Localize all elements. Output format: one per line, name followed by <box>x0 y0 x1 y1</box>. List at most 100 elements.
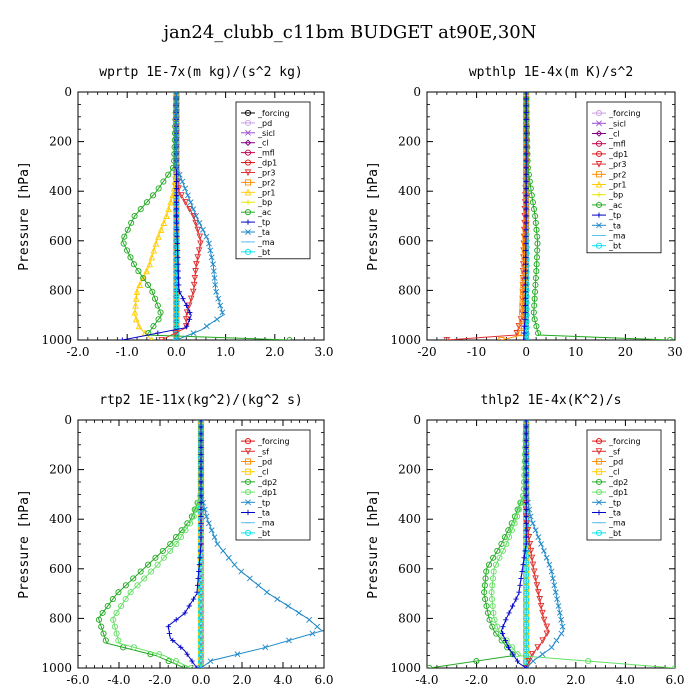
legend-marker <box>244 109 252 117</box>
data-point_ta <box>196 219 203 226</box>
data-point_ta <box>173 102 180 109</box>
data-point_ta <box>198 506 204 513</box>
data-point_pr1 <box>132 301 139 309</box>
x-tick-label: 4.0 <box>273 673 292 687</box>
y-tick-label: 800 <box>49 611 72 625</box>
legend-marker <box>244 529 252 536</box>
data-point_sf <box>539 637 547 645</box>
data-point_tp <box>548 568 555 575</box>
series-line_dp2 <box>97 420 202 668</box>
data-point_bt <box>523 547 530 554</box>
legend-marker <box>244 179 252 186</box>
data-point_tp <box>529 520 536 527</box>
data-point_ta <box>197 555 203 561</box>
data-point_bt <box>523 318 530 325</box>
data-point_ta <box>197 548 204 554</box>
legend-marker <box>244 438 252 445</box>
legend-label: _bt <box>608 529 621 538</box>
data-point_tp <box>198 420 204 423</box>
data-point_ac <box>532 212 539 220</box>
data-point_ta <box>176 171 183 178</box>
legend-label: _ta <box>257 228 270 237</box>
legend-label: _ta <box>608 509 621 518</box>
legend-label: _sf <box>608 447 620 456</box>
data-point_ac <box>531 288 539 295</box>
data-point_bt <box>197 559 205 566</box>
legend-marker <box>245 229 251 235</box>
legend-label: _bp <box>257 198 272 207</box>
legend-label: _mfl <box>608 140 626 149</box>
data-point_ta <box>510 651 516 657</box>
data-point_tp <box>538 541 544 547</box>
data-point_ta <box>173 123 180 130</box>
data-point_bt <box>197 652 205 659</box>
legend-label: _tp <box>608 498 621 507</box>
data-point_tp <box>523 213 529 219</box>
data-point_bt <box>197 553 205 560</box>
panel-title: thlp2 1E-4x(K^2)/s <box>481 393 622 408</box>
data-point_ta <box>523 486 529 492</box>
data-point_ta <box>186 603 192 609</box>
data-point_ac <box>150 323 157 330</box>
data-point_dp2 <box>483 568 490 575</box>
data-point_pr3 <box>182 199 189 206</box>
legend-marker <box>596 499 602 506</box>
data-point_tp <box>285 603 292 609</box>
data-point_dp1 <box>134 582 141 589</box>
data-point_ac <box>534 240 541 247</box>
data-point_ta <box>198 527 204 533</box>
data-point_pr3 <box>186 206 193 213</box>
data-point_tp <box>306 616 313 623</box>
data-point_tp <box>174 234 180 240</box>
data-point_ta <box>190 206 197 213</box>
data-point_ta <box>523 472 529 478</box>
data-point_sf <box>534 644 542 651</box>
legend-label: _pr3 <box>257 168 275 177</box>
data-point_tp <box>175 268 181 274</box>
legend-label: _forcing <box>608 109 641 118</box>
data-point_dp1 <box>118 602 125 610</box>
data-point_pr3 <box>192 219 199 227</box>
data-point_ta <box>194 582 201 588</box>
data-point_ta <box>513 596 519 602</box>
data-point_bt <box>173 268 180 275</box>
data-point_dp2 <box>144 561 152 568</box>
data-point_tp <box>173 185 179 192</box>
legend-marker <box>595 110 603 117</box>
data-point_ta <box>194 589 200 595</box>
data-point_tp <box>523 199 529 205</box>
data-point_tp <box>296 609 302 616</box>
legend-label: _pr2 <box>257 178 275 187</box>
data-point_sf <box>530 568 538 576</box>
data-point_tp <box>201 506 208 513</box>
data-point_pr3 <box>195 247 203 255</box>
data-point_ta <box>516 589 522 595</box>
data-point_dp1 <box>491 616 498 623</box>
x-tick-label: 1.0 <box>216 345 235 359</box>
data-point_ta <box>173 95 180 102</box>
data-point_ta <box>198 465 204 471</box>
legend-marker <box>244 458 252 465</box>
data-point_tp <box>173 206 179 212</box>
data-point_ac <box>160 178 167 185</box>
legend-marker <box>595 529 603 536</box>
x-tick-label: 20 <box>618 345 633 359</box>
data-point_tp <box>286 637 292 644</box>
data-point_dp2 <box>99 609 106 616</box>
data-point_tp <box>180 296 186 302</box>
y-tick-label: 400 <box>398 184 421 198</box>
data-point_bt <box>173 299 180 306</box>
data-point_ta <box>173 157 180 164</box>
data-point_ta <box>523 438 529 444</box>
y-tick-label: 800 <box>398 611 421 625</box>
data-point_ta <box>189 658 195 664</box>
data-point_ta <box>214 316 220 323</box>
data-point_tp <box>523 247 529 254</box>
x-tick-label: 30 <box>667 345 682 359</box>
data-point_bt <box>173 243 180 251</box>
data-point_pr3 <box>171 330 179 337</box>
data-point_sf <box>525 658 533 665</box>
data-point_ta <box>198 420 204 423</box>
data-point_dp1 <box>490 609 497 616</box>
data-point_tp <box>552 589 559 596</box>
